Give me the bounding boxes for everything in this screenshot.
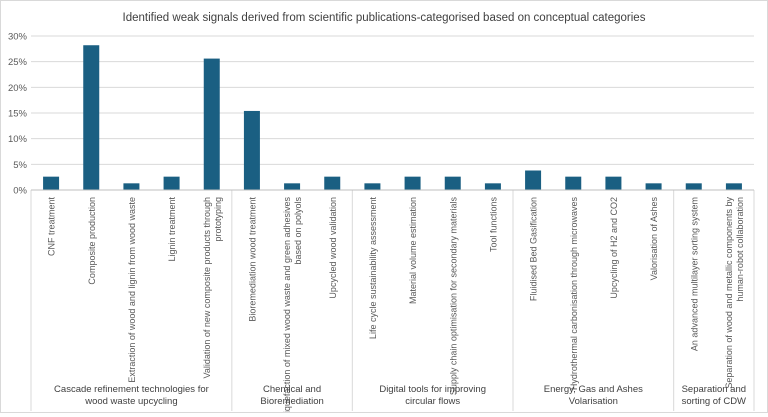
- x-tick-label-line: Material volume estimation: [408, 197, 418, 304]
- bar: [364, 183, 381, 190]
- x-tick-label-line: Bioremediation wood treatment: [247, 197, 257, 322]
- x-tick-label-line: Life cycle sustainability assessment: [368, 197, 378, 340]
- x-tick-label: CNF treatment: [47, 197, 57, 257]
- bar: [645, 183, 662, 190]
- y-tick-label: 25%: [8, 57, 28, 68]
- bar: [243, 110, 260, 190]
- x-tick-label-line: Supply chain optimisation for secondary …: [448, 197, 458, 396]
- bar: [324, 176, 341, 190]
- x-tick-label-line: Fluidised Bed Gasification: [529, 197, 539, 301]
- bar: [83, 45, 100, 190]
- x-tick-label-line: Upcycled wood validation: [328, 197, 338, 299]
- x-tick-label-line: An advanced multilayer sorting system: [689, 197, 699, 351]
- x-tick-label-line: based on polyols: [293, 197, 303, 265]
- x-tick-label: Upcycling of H2 and CO2: [609, 197, 619, 299]
- group-label: Chemical and Bioremediation: [260, 384, 323, 407]
- x-tick-label: Validation of new composite products thr…: [202, 197, 223, 378]
- group-label: Energy, Gas and Ashes Volarisation: [544, 384, 643, 407]
- group-label: Cascade refinement technologies for wood …: [54, 384, 209, 407]
- gridlines: [31, 35, 754, 191]
- x-tick-label: Fluidised Bed Gasification: [529, 197, 539, 301]
- group-label: Digital tools for improving circular flow…: [379, 384, 486, 407]
- bar: [484, 183, 501, 190]
- bar: [43, 176, 60, 190]
- x-tick-label-line: human-robot collaboration: [735, 197, 745, 302]
- bars: [43, 45, 742, 190]
- x-tick-label-line: prototyping: [213, 197, 223, 242]
- group-label: Separation and sorting of CDW: [682, 384, 746, 407]
- x-tick-label-line: Tool functions: [488, 197, 498, 253]
- bar: [685, 183, 702, 190]
- x-tick-label: Hydrothermal carbonisation through micro…: [569, 197, 579, 391]
- y-tick-label: 5%: [13, 160, 27, 171]
- x-tick-label-line: Extraction of wood and lignin from wood …: [127, 197, 137, 383]
- x-tick-label: Supply chain optimisation for secondary …: [448, 197, 458, 396]
- x-tick-label-line: Validation of new composite products thr…: [202, 197, 212, 378]
- x-tick-label: Upcycled wood validation: [328, 197, 338, 299]
- y-tick-label: 10%: [8, 134, 28, 145]
- bar: [123, 183, 140, 190]
- x-tick-label-line: Composite production: [87, 197, 97, 285]
- y-tick-label: 0%: [13, 186, 27, 197]
- bar: [284, 183, 301, 190]
- x-tick-label: Liquefaction of mixed wood waste and gre…: [282, 197, 303, 417]
- x-tick-label: Life cycle sustainability assessment: [368, 197, 378, 340]
- x-axis-labels: CNF treatment Composite production Extract…: [47, 197, 745, 417]
- x-tick-label: Bioremediation wood treatment: [247, 197, 257, 322]
- y-tick-label: 15%: [8, 109, 28, 120]
- bar: [605, 176, 622, 190]
- bar: [725, 183, 742, 190]
- bar: [525, 170, 542, 190]
- x-tick-label-line: Upcycling of H2 and CO2: [609, 197, 619, 299]
- x-tick-label: Material volume estimation: [408, 197, 418, 304]
- bar: [444, 176, 461, 190]
- x-tick-label: Valorisation of Ashes: [649, 197, 659, 281]
- x-tick-label: Lignin treatment: [167, 197, 177, 262]
- x-tick-label: Separation of wood and metallic componen…: [724, 197, 745, 389]
- x-tick-label-line: Valorisation of Ashes: [649, 197, 659, 281]
- x-tick-label: An advanced multilayer sorting system: [689, 197, 699, 351]
- y-axis: 0% 5% 10% 15% 20% 25% 30%: [8, 32, 28, 197]
- x-tick-label: Tool functions: [488, 197, 498, 253]
- x-tick-label: Composite production: [87, 197, 97, 285]
- bar: [163, 176, 180, 190]
- x-tick-label-line: Liquefaction of mixed wood waste and gre…: [282, 197, 292, 412]
- x-tick-label-line: Separation of wood and metallic componen…: [724, 197, 734, 389]
- y-tick-label: 20%: [8, 83, 28, 94]
- x-tick-label-line: Lignin treatment: [167, 197, 177, 262]
- y-tick-label: 30%: [8, 32, 28, 43]
- x-tick-label-line: CNF treatment: [47, 197, 57, 257]
- bar: [565, 176, 582, 190]
- x-tick-label: Extraction of wood and lignin from wood …: [127, 197, 137, 383]
- bar: [404, 176, 421, 190]
- bar: [203, 58, 220, 190]
- x-tick-label-line: Hydrothermal carbonisation through micro…: [569, 197, 579, 391]
- chart-title: Identified weak signals derived from sci…: [123, 12, 646, 24]
- category-groups: Cascade refinement technologies for wood …: [30, 189, 755, 411]
